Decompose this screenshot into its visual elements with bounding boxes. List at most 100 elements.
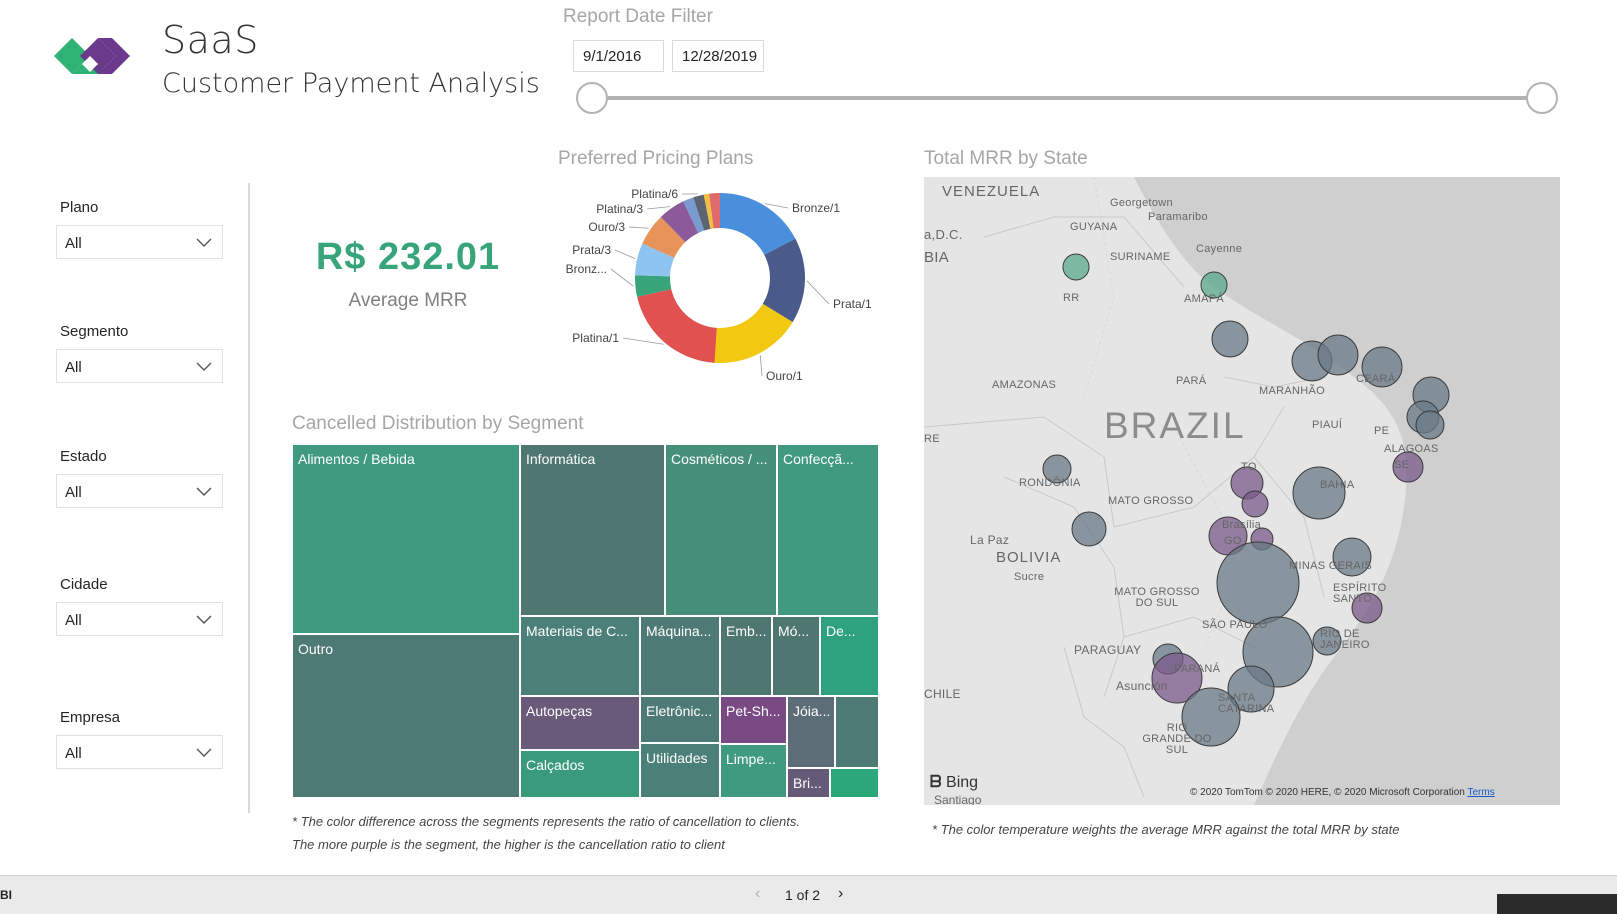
donut-slice[interactable] — [635, 243, 675, 277]
next-page-button[interactable]: › — [838, 885, 844, 902]
donut-slice[interactable] — [693, 194, 711, 231]
page-indicator: 1 of 2 — [785, 887, 821, 903]
donut-leader-line — [610, 268, 634, 287]
empresa-dropdown[interactable]: All — [56, 735, 223, 769]
state-mrr-bubble[interactable] — [1361, 346, 1403, 388]
treemap-tile[interactable]: Jóia... — [787, 696, 835, 768]
treemap-tile[interactable] — [830, 768, 879, 798]
map-label: SE — [1394, 459, 1410, 471]
map-label: RIO GRANDE DO SUL — [1142, 722, 1212, 756]
treemap-tile[interactable]: Materiais de C... — [520, 616, 640, 696]
state-mrr-bubble[interactable] — [1292, 466, 1346, 520]
treemap-tile[interactable]: Bri... — [787, 768, 830, 798]
donut-slice[interactable] — [637, 289, 717, 363]
treemap-tile[interactable]: Confecçã... — [777, 444, 879, 616]
treemap-tile[interactable]: Outro — [292, 634, 520, 798]
state-mrr-bubble[interactable] — [1241, 490, 1269, 518]
plano-dropdown-value: All — [65, 235, 82, 252]
treemap-tile-label: Limpe... — [726, 751, 776, 767]
segmento-dropdown-value: All — [65, 359, 82, 376]
state-mrr-bubble[interactable] — [1211, 320, 1249, 358]
treemap-tile[interactable] — [835, 696, 879, 768]
map-terms-link[interactable]: Terms — [1467, 787, 1495, 798]
state-mrr-bubble[interactable] — [1042, 454, 1072, 484]
donut-leader-line — [759, 355, 763, 377]
treemap-tile[interactable]: Alimentos / Bebida — [292, 444, 520, 634]
date-range-start-handle[interactable] — [576, 82, 608, 114]
plano-dropdown[interactable]: All — [56, 225, 223, 259]
treemap-tile[interactable]: Mó... — [772, 616, 820, 696]
map-label: ALAGOAS — [1384, 443, 1439, 455]
treemap-tile[interactable]: Informática — [520, 444, 665, 616]
map-label: PE — [1374, 425, 1390, 437]
donut-slice[interactable] — [703, 193, 714, 229]
donut-data-label: Platina/6 — [631, 187, 678, 201]
treemap-tile[interactable]: Limpe... — [720, 744, 787, 798]
donut-slice[interactable] — [762, 238, 805, 323]
treemap-footnote-1: * The color difference across the segmen… — [292, 814, 800, 829]
treemap-tile[interactable]: Autopeças — [520, 696, 640, 750]
state-mrr-bubble[interactable] — [1062, 253, 1090, 281]
treemap-tile[interactable]: Pet-Sh... — [720, 696, 787, 744]
donut-slice[interactable] — [635, 275, 672, 297]
date-range-end-handle[interactable] — [1526, 82, 1558, 114]
state-mrr-bubble[interactable] — [1071, 511, 1107, 547]
cidade-dropdown-value: All — [65, 612, 82, 629]
map-country-label: BRAZIL — [1104, 405, 1246, 446]
treemap-tile[interactable]: Utilidades — [640, 743, 720, 798]
treemap-tile-label: Utilidades — [646, 750, 708, 766]
map-label: MATO GROSSO — [1108, 495, 1194, 507]
state-mrr-bubble[interactable] — [1332, 537, 1372, 577]
donut-slice[interactable] — [660, 201, 699, 243]
map-label: RR — [1063, 292, 1080, 304]
state-mrr-bubble[interactable] — [1200, 271, 1228, 299]
treemap-tile[interactable]: Eletrônic... — [640, 696, 720, 743]
donut-slice[interactable] — [642, 216, 686, 258]
map-label: SANTA CATARINA — [1218, 692, 1275, 715]
estado-dropdown[interactable]: All — [56, 474, 223, 508]
map-label: Asunción — [1116, 679, 1168, 693]
bing-b-icon: ᗷ — [930, 774, 942, 791]
donut-data-label: Bronz... — [566, 262, 607, 276]
state-mrr-bubble[interactable] — [1392, 451, 1424, 483]
share-toolbar[interactable] — [1497, 894, 1617, 914]
state-mrr-bubble[interactable] — [1181, 687, 1241, 747]
state-mrr-bubble[interactable] — [1317, 334, 1359, 376]
donut-data-label: Ouro/3 — [588, 220, 625, 234]
cidade-dropdown[interactable]: All — [56, 602, 223, 636]
state-mrr-bubble[interactable] — [1227, 665, 1275, 713]
treemap-tile[interactable]: De... — [820, 616, 879, 696]
donut-leader-line — [765, 203, 789, 209]
footer-brand: BI — [0, 888, 12, 902]
pricing-plans-donut-chart[interactable]: Bronze/1 Prata/1 Ouro/1 Platina/1 Bronz... Pr… — [555, 180, 885, 405]
slicer-label-cidade: Cidade — [60, 576, 108, 593]
previous-page-button[interactable]: ‹ — [755, 885, 761, 902]
date-range-slider-track[interactable] — [592, 96, 1544, 100]
state-mrr-bubble[interactable] — [1351, 592, 1383, 624]
state-mrr-bubble[interactable] — [1312, 626, 1342, 656]
donut-slice[interactable] — [709, 193, 720, 229]
treemap-tile[interactable]: Cosméticos / ... — [665, 444, 777, 616]
donut-slice[interactable] — [720, 193, 796, 255]
map-label: PARAGUAY — [1074, 643, 1142, 657]
state-mrr-bubble[interactable] — [1415, 410, 1445, 440]
treemap-tile-label: Alimentos / Bebida — [298, 451, 415, 467]
map-label: TO — [1241, 461, 1257, 473]
donut-slice[interactable] — [683, 197, 705, 233]
treemap-tile[interactable]: Emb... — [720, 616, 772, 696]
treemap-tile[interactable]: Máquina... — [640, 616, 720, 696]
segmento-dropdown[interactable]: All — [56, 349, 223, 383]
donut-chart-title: Preferred Pricing Plans — [558, 148, 754, 169]
donut-slice[interactable] — [714, 303, 793, 363]
map-label: Georgetown — [1110, 197, 1173, 209]
chevron-down-icon — [196, 615, 212, 624]
treemap-tile[interactable]: Calçados — [520, 750, 640, 798]
state-mrr-bubble[interactable] — [1151, 652, 1203, 704]
state-mrr-bubble[interactable] — [1216, 541, 1300, 625]
map-label: CEARÁ — [1356, 373, 1396, 385]
mrr-by-state-map[interactable]: VENEZUELA Georgetown Paramaribo GUYANA S… — [924, 177, 1560, 805]
segment-treemap[interactable]: Alimentos / Bebida Outro Informática Cosmét… — [292, 444, 879, 798]
date-end-input[interactable]: 12/28/2019 — [672, 40, 764, 72]
date-start-input[interactable]: 9/1/2016 — [573, 40, 664, 72]
